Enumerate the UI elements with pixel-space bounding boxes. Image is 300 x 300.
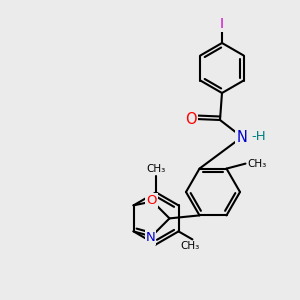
- Text: CH₃: CH₃: [146, 164, 166, 174]
- Text: O: O: [185, 112, 197, 127]
- Text: N: N: [237, 130, 248, 145]
- Text: CH₃: CH₃: [248, 159, 267, 169]
- Text: -H: -H: [251, 130, 266, 143]
- Text: O: O: [146, 194, 157, 207]
- Text: CH₃: CH₃: [181, 242, 200, 251]
- Text: N: N: [146, 231, 155, 244]
- Text: I: I: [220, 17, 224, 31]
